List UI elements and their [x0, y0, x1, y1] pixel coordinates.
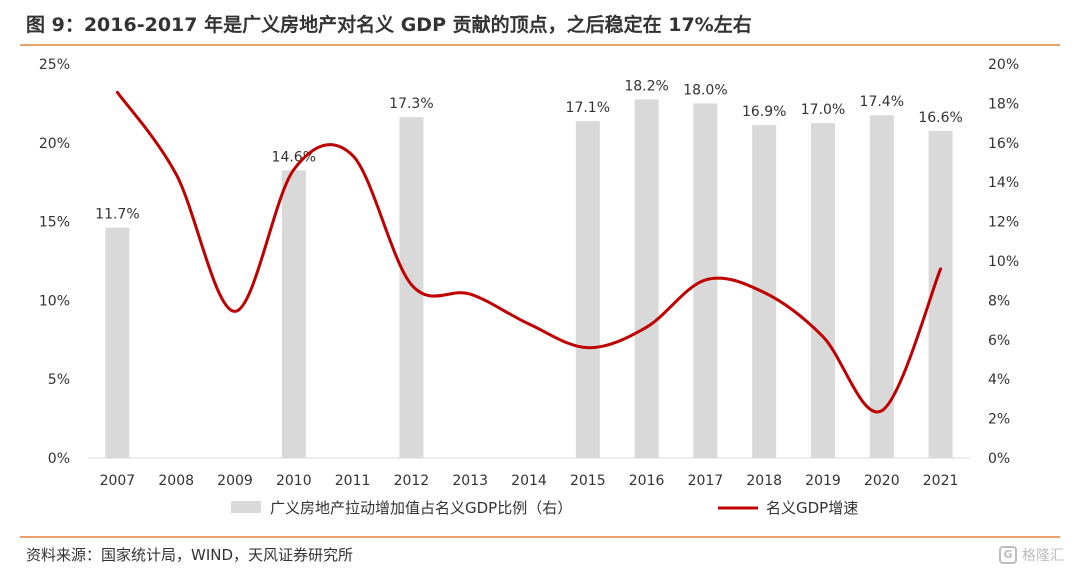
- bar-data-label: 17.4%: [860, 94, 904, 110]
- right-axis-tick-label: 8%: [988, 293, 1010, 309]
- x-axis-tick-label: 2012: [394, 473, 430, 489]
- left-axis-tick-label: 15%: [39, 215, 70, 231]
- x-axis-tick-label: 2015: [570, 473, 606, 489]
- bar-data-label: 17.1%: [566, 100, 610, 116]
- x-axis-tick-label: 2007: [100, 473, 136, 489]
- right-axis-tick-label: 18%: [988, 96, 1019, 112]
- watermark: G 格隆汇: [999, 543, 1064, 567]
- right-axis-tick-label: 10%: [988, 254, 1019, 270]
- x-axis-tick-label: 2013: [452, 473, 488, 489]
- bar-data-label: 17.0%: [801, 102, 845, 118]
- left-axis-tick-label: 5%: [48, 372, 70, 388]
- legend-bar-label: 广义房地产拉动增加值占名义GDP比例（右）: [270, 499, 572, 517]
- x-axis-tick-label: 2020: [864, 473, 900, 489]
- right-axis-tick-label: 16%: [988, 136, 1019, 152]
- bar-data-label: 16.9%: [742, 104, 786, 120]
- x-axis-tick-label: 2021: [923, 473, 959, 489]
- left-axis-tick-label: 25%: [39, 57, 70, 73]
- source-divider: [20, 536, 1060, 538]
- left-axis-tick-label: 20%: [39, 136, 70, 152]
- bar: [281, 170, 306, 458]
- x-axis-tick-label: 2011: [335, 473, 371, 489]
- right-axis-tick-label: 0%: [988, 451, 1010, 467]
- x-axis-tick-label: 2016: [629, 473, 665, 489]
- gdp-growth-line: [115, 90, 943, 414]
- bar-data-label: 17.3%: [389, 96, 433, 112]
- x-axis-tick-label: 2014: [511, 473, 547, 489]
- left-axis-tick-label: 10%: [39, 293, 70, 309]
- bar: [634, 99, 659, 459]
- x-axis-tick-label: 2017: [688, 473, 724, 489]
- legend-line-label: 名义GDP增速: [766, 499, 858, 517]
- right-axis-tick-label: 6%: [988, 333, 1010, 349]
- source-note: 资料来源：国家统计局，WIND，天风证券研究所: [26, 546, 354, 564]
- right-axis-tick-label: 12%: [988, 215, 1019, 231]
- bar-data-label: 11.7%: [95, 207, 139, 223]
- x-axis-tick-label: 2019: [805, 473, 841, 489]
- right-axis-tick-label: 4%: [988, 372, 1010, 388]
- watermark-text: 格隆汇: [1022, 548, 1064, 564]
- bar: [869, 115, 894, 458]
- right-axis-tick-label: 2%: [988, 412, 1010, 428]
- bar: [105, 227, 130, 458]
- bar: [811, 123, 835, 458]
- bar-data-label: 14.6%: [272, 149, 316, 165]
- bar-data-label: 16.6%: [918, 110, 962, 126]
- x-axis-tick-label: 2009: [217, 473, 253, 489]
- x-axis-tick-label: 2008: [158, 473, 194, 489]
- x-axis-tick-label: 2018: [746, 473, 782, 489]
- watermark-logo-icon: G: [999, 546, 1017, 564]
- x-axis-tick-label: 2010: [276, 473, 312, 489]
- bar-data-label: 18.0%: [683, 82, 727, 98]
- bar: [575, 121, 600, 458]
- legend-bar-swatch: [231, 501, 261, 513]
- chart-title: 图 9：2016-2017 年是广义房地产对名义 GDP 贡献的顶点，之后稳定在…: [26, 14, 752, 36]
- bar: [399, 117, 424, 458]
- title-divider: [20, 44, 1060, 46]
- right-axis-tick-label: 14%: [988, 175, 1019, 191]
- right-axis-tick-label: 20%: [988, 57, 1019, 73]
- bar-data-label: 18.2%: [624, 78, 668, 94]
- left-axis-tick-label: 0%: [48, 451, 70, 467]
